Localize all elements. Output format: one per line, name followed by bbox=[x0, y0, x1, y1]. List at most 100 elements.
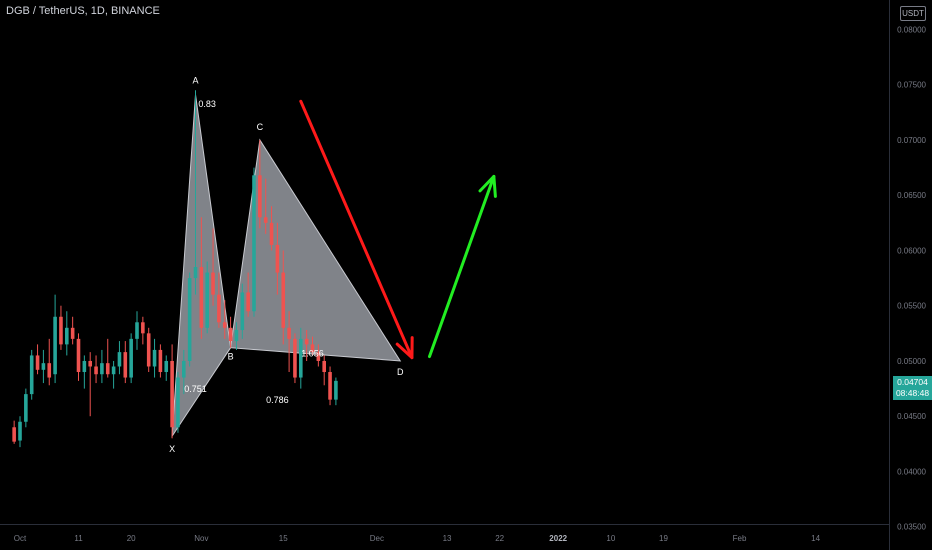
time-axis[interactable]: Oct 11 20 Nov 15 Dec 13 22 2022 10 19 Feb 14 bbox=[14, 534, 821, 543]
candle-body bbox=[328, 372, 332, 400]
candle-body bbox=[234, 330, 239, 342]
candle-body bbox=[334, 380, 338, 400]
pattern-point-label: X bbox=[169, 444, 175, 454]
candle-body bbox=[322, 360, 326, 373]
candle-body bbox=[94, 366, 98, 375]
pattern-ratio-label: 0.751 bbox=[184, 384, 207, 394]
price-tick-label: 0.08000 bbox=[897, 25, 926, 34]
candle-body bbox=[310, 344, 315, 353]
candle-body bbox=[269, 222, 274, 245]
time-tick-label: 2022 bbox=[549, 534, 567, 543]
candle-body bbox=[35, 355, 40, 370]
time-tick-label: 15 bbox=[279, 534, 288, 543]
candle-body bbox=[24, 394, 28, 422]
candle-body bbox=[287, 327, 291, 339]
candle-body bbox=[199, 267, 204, 328]
candle-body bbox=[187, 278, 192, 361]
candle-body bbox=[299, 338, 303, 378]
pattern-ratio-label: 0.83 bbox=[198, 99, 216, 109]
candle-body bbox=[152, 349, 157, 367]
candle-body bbox=[88, 360, 92, 367]
price-tick-label: 0.05500 bbox=[897, 302, 926, 311]
candle-body bbox=[258, 175, 262, 218]
pattern-labels: X A B C D 0.83 0.751 0.786 1.056 bbox=[169, 76, 404, 454]
candle-body bbox=[123, 352, 128, 378]
candle-body bbox=[12, 427, 16, 442]
candle-body bbox=[217, 294, 221, 323]
pattern-point-label: B bbox=[228, 352, 234, 362]
candle-body bbox=[53, 316, 57, 375]
candle-body bbox=[240, 292, 245, 331]
candle-body bbox=[176, 377, 180, 428]
candle-body bbox=[146, 333, 151, 367]
candle-body bbox=[263, 217, 268, 223]
price-tick-label: 0.06500 bbox=[897, 191, 926, 200]
price-tick-label: 0.07000 bbox=[897, 136, 926, 145]
last-price-value: 0.04704 bbox=[897, 377, 928, 387]
candle-body bbox=[205, 272, 209, 328]
candle-body bbox=[211, 272, 215, 295]
candle-body bbox=[135, 322, 139, 339]
time-tick-label: Dec bbox=[370, 534, 384, 543]
pattern-point-label: C bbox=[257, 122, 264, 132]
candle-body bbox=[158, 349, 163, 373]
candle-body bbox=[228, 327, 233, 342]
candle-body bbox=[76, 338, 81, 373]
candle-body bbox=[18, 421, 22, 441]
price-axis[interactable]: 0.08000 0.07500 0.07000 0.06500 0.06000 0.055… bbox=[897, 25, 926, 531]
pattern-point-label: D bbox=[397, 367, 404, 377]
green-arrow-shaft bbox=[428, 174, 496, 359]
price-tick-label: 0.04500 bbox=[897, 412, 926, 421]
candle-body bbox=[111, 366, 116, 375]
currency-button[interactable]: USDT bbox=[900, 6, 926, 21]
red-arrow-head bbox=[395, 336, 414, 360]
time-tick-label: Oct bbox=[14, 534, 27, 543]
price-tick-label: 0.03500 bbox=[897, 523, 926, 532]
price-tick-label: 0.06000 bbox=[897, 246, 926, 255]
price-tick-label: 0.04000 bbox=[897, 467, 926, 476]
pattern-triangle-bcd bbox=[230, 138, 402, 362]
candle-body bbox=[222, 322, 227, 328]
candle-body bbox=[141, 322, 145, 334]
time-tick-label: 10 bbox=[606, 534, 615, 543]
candle-body bbox=[246, 292, 250, 312]
candle-body bbox=[70, 327, 75, 339]
candle-body bbox=[170, 360, 174, 428]
candle-body bbox=[293, 338, 297, 378]
chart-title: DGB / TetherUS, 1D, BINANCE bbox=[6, 5, 160, 17]
time-tick-label: 19 bbox=[659, 534, 668, 543]
price-tick-label: 0.07500 bbox=[897, 81, 926, 90]
candle-body bbox=[41, 363, 46, 370]
last-price-badge: 0.04704 08:48:48 bbox=[893, 376, 932, 400]
pattern-ratio-label: 1.056 bbox=[301, 349, 324, 359]
candle-body bbox=[129, 338, 133, 378]
candle-body bbox=[100, 363, 104, 375]
candle-body bbox=[65, 327, 69, 345]
candle-body bbox=[82, 360, 87, 373]
time-tick-label: 22 bbox=[495, 534, 504, 543]
red-arrow-shaft bbox=[299, 99, 414, 360]
candle-body bbox=[29, 355, 34, 395]
candle-body bbox=[193, 267, 198, 279]
candle-body bbox=[59, 316, 63, 345]
arrows[interactable] bbox=[299, 99, 497, 360]
time-tick-label: 13 bbox=[443, 534, 452, 543]
candle-body bbox=[304, 338, 309, 345]
candles bbox=[12, 90, 338, 448]
candle-body bbox=[316, 352, 321, 361]
candle-body bbox=[252, 175, 256, 312]
green-arrow-head bbox=[478, 174, 497, 198]
time-tick-label: Feb bbox=[733, 534, 747, 543]
price-tick-label: 0.05000 bbox=[897, 357, 926, 366]
time-tick-label: 11 bbox=[74, 534, 83, 543]
candle-body bbox=[47, 363, 52, 378]
candle-body bbox=[164, 360, 169, 373]
pattern-point-label: A bbox=[192, 76, 198, 86]
candle-body bbox=[105, 363, 110, 375]
candle-body bbox=[281, 272, 286, 328]
time-tick-label: Nov bbox=[194, 534, 208, 543]
time-tick-label: 20 bbox=[127, 534, 136, 543]
candle-body bbox=[275, 244, 280, 273]
